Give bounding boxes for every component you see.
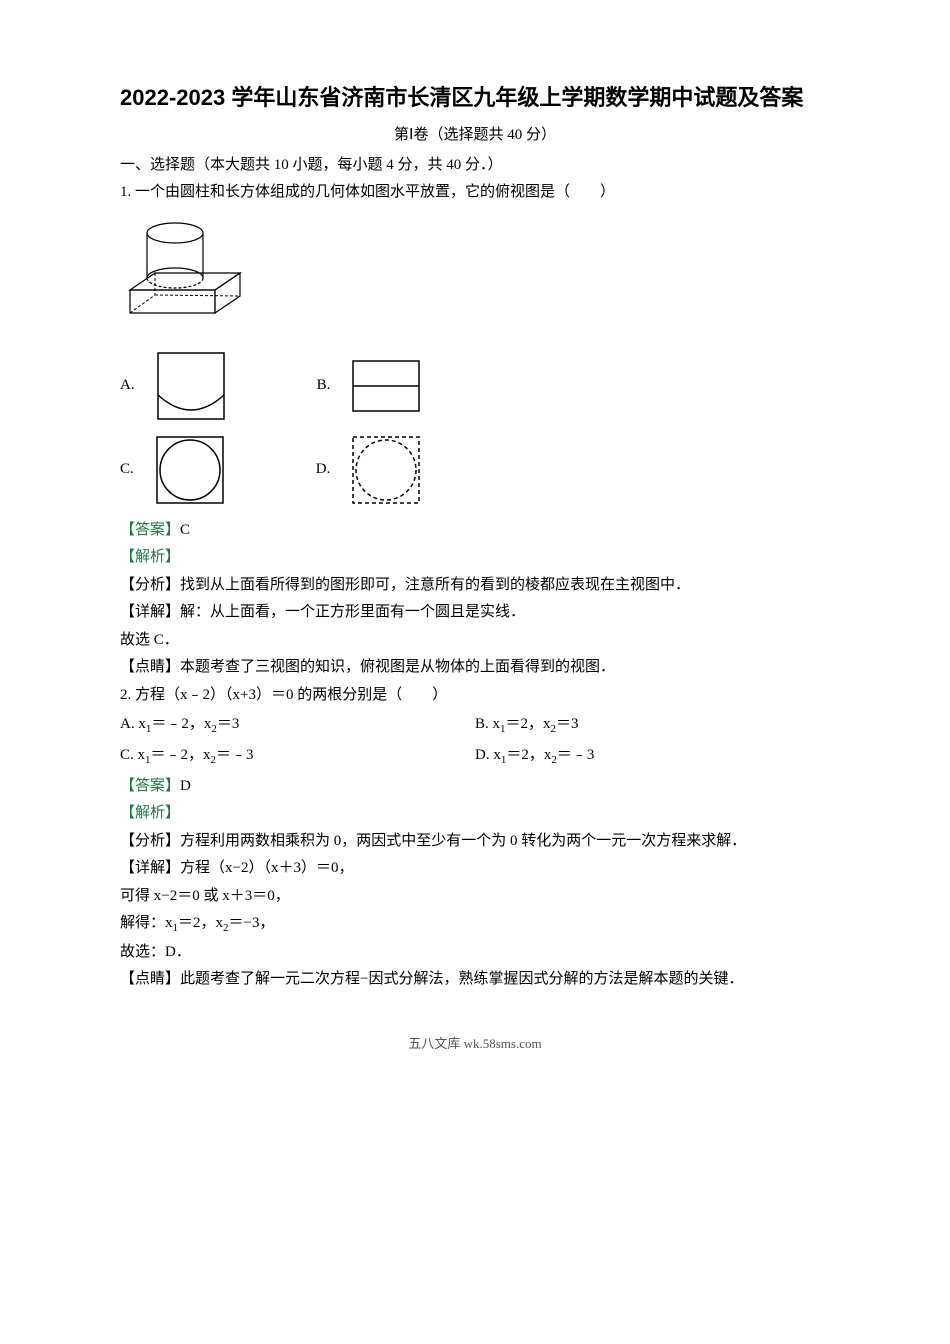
q2-dianqing: 【点睛】此题考查了解一元二次方程−因式分解法，熟练掌握因式分解的方法是解本题的关… bbox=[120, 967, 830, 993]
q1-answer: 【答案】C bbox=[120, 518, 830, 544]
q1-opt-b-label: B. bbox=[317, 373, 331, 399]
q1-answer-value: C bbox=[180, 522, 190, 538]
q2-guxuan: 故选：D． bbox=[120, 940, 830, 966]
q2-opt-d: D. x1＝2，x2＝﹣3 bbox=[475, 743, 830, 770]
q1-options-row-1: A. B. bbox=[120, 350, 830, 422]
answer-label: 【答案】 bbox=[120, 522, 180, 538]
page-title: 2022-2023 学年山东省济南市长清区九年级上学期数学期中试题及答案 bbox=[120, 80, 830, 115]
q2-options-row-2: C. x1＝﹣2，x2＝﹣3 D. x1＝2，x2＝﹣3 bbox=[120, 741, 830, 772]
q1-analysis-label: 【解析】 bbox=[120, 545, 830, 571]
q2-answer: 【答案】D bbox=[120, 774, 830, 800]
q2-text: 2. 方程（x﹣2）（x+3）＝0 的两根分别是（ ） bbox=[120, 683, 830, 709]
page-footer: 五八文库 wk.58sms.com bbox=[120, 1033, 830, 1055]
q1-opt-a-label: A. bbox=[120, 373, 135, 399]
section-1-intro: 一、选择题（本大题共 10 小题，每小题 4 分，共 40 分．） bbox=[120, 153, 830, 179]
q2-xiangjie-1: 【详解】方程（x−2）（x＋3）＝0， bbox=[120, 856, 830, 882]
q1-opt-c-label: C. bbox=[120, 457, 134, 483]
document-page: 2022-2023 学年山东省济南市长清区九年级上学期数学期中试题及答案 第Ⅰ卷… bbox=[0, 0, 950, 1095]
q1-text: 1. 一个由圆柱和长方体组成的几何体如图水平放置，它的俯视图是（ ） bbox=[120, 180, 830, 206]
q1-xiangjie: 【详解】解：从上面看，一个正方形里面有一个圆且是实线． bbox=[120, 600, 830, 626]
q1-options-row-2: C. D. bbox=[120, 434, 830, 506]
q2-xiangjie-2: 可得 x−2＝0 或 x＋3＝0， bbox=[120, 884, 830, 910]
q2-answer-value: D bbox=[180, 778, 191, 794]
q1-figure-3d bbox=[120, 218, 830, 338]
q2-opt-a: A. x1＝﹣2，x2＝3 bbox=[120, 712, 475, 739]
q1-fenxi: 【分析】找到从上面看所得到的图形即可，注意所有的看到的棱都应表现在主视图中． bbox=[120, 573, 830, 599]
q1-dianqing: 【点睛】本题考查了三视图的知识，俯视图是从物体的上面看得到的视图． bbox=[120, 655, 830, 681]
q1-opt-d-label: D. bbox=[316, 457, 331, 483]
q1-opt-b-figure bbox=[350, 358, 422, 414]
q2-analysis-label: 【解析】 bbox=[120, 801, 830, 827]
q1-opt-c-figure bbox=[154, 434, 226, 506]
q2-fenxi: 【分析】方程利用两数相乘积为 0，两因式中至少有一个为 0 转化为两个一元一次方… bbox=[120, 829, 830, 855]
q1-opt-a-figure bbox=[155, 350, 227, 422]
q1-opt-d-figure bbox=[350, 434, 422, 506]
q1-guxuan: 故选 C． bbox=[120, 628, 830, 654]
q2-options-row-1: A. x1＝﹣2，x2＝3 B. x1＝2，x2＝3 bbox=[120, 710, 830, 741]
q2-opt-c: C. x1＝﹣2，x2＝﹣3 bbox=[120, 743, 475, 770]
answer-label: 【答案】 bbox=[120, 778, 180, 794]
section-1-header: 第Ⅰ卷（选择题共 40 分） bbox=[120, 123, 830, 149]
q2-opt-b: B. x1＝2，x2＝3 bbox=[475, 712, 830, 739]
q2-xiangjie-3: 解得：x1＝2，x2＝−3， bbox=[120, 911, 830, 938]
